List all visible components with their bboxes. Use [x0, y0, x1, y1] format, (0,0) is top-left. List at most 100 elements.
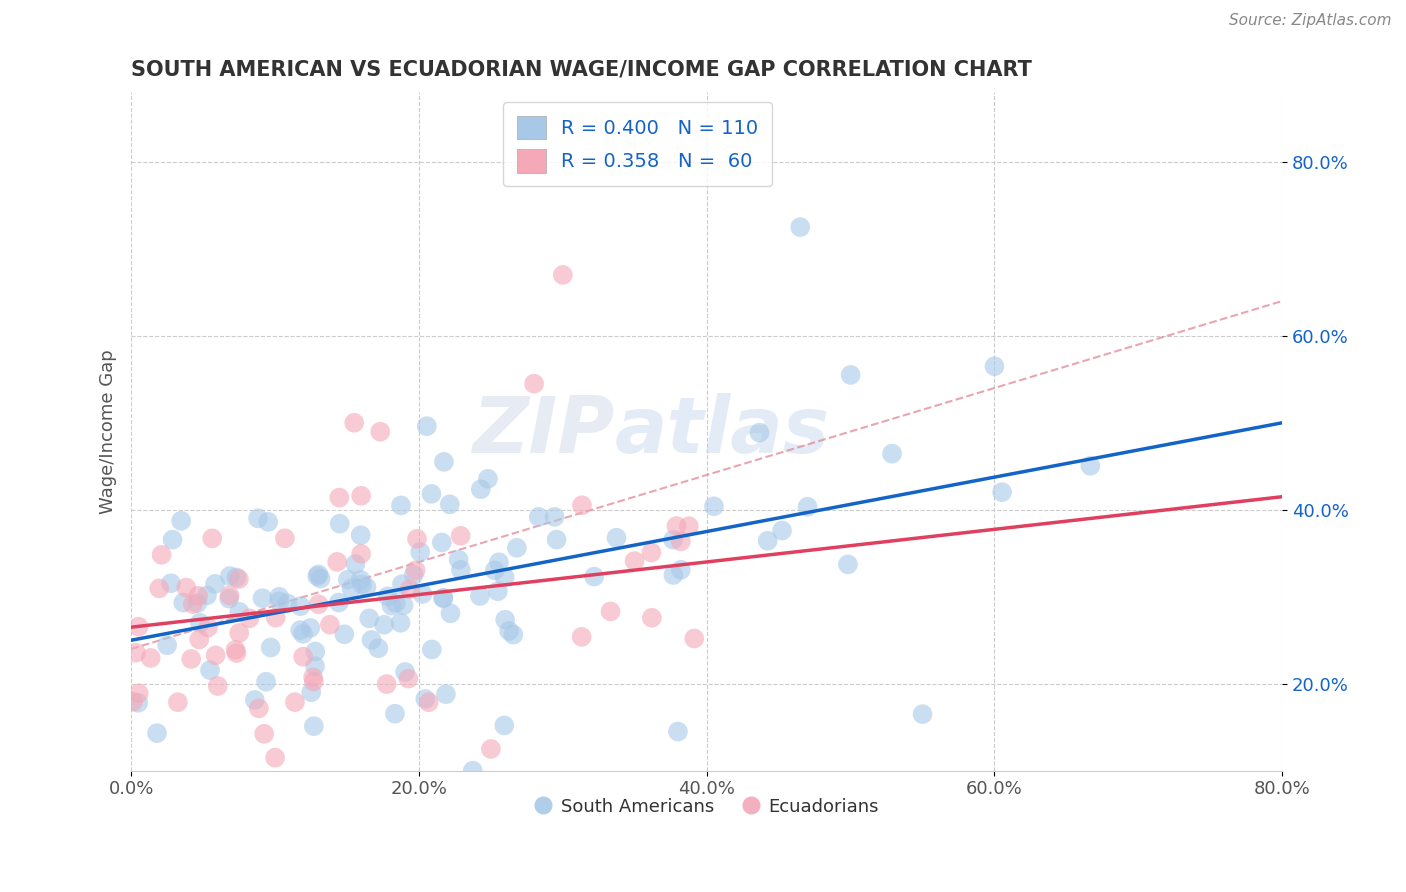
Point: [789, 220, 811, 235]
Point: [384, 596, 406, 610]
Point: [309, 572, 332, 586]
Point: [405, 563, 427, 577]
Point: [304, 644, 326, 658]
Point: [350, 528, 373, 542]
Point: [666, 724, 689, 739]
Point: [308, 597, 330, 611]
Point: [156, 638, 179, 652]
Point: [238, 611, 260, 625]
Point: [302, 719, 325, 733]
Point: [243, 693, 266, 707]
Legend: South Americans, Ecuadorians: South Americans, Ecuadorians: [527, 790, 886, 822]
Point: [328, 491, 350, 505]
Point: [188, 632, 211, 647]
Point: [377, 590, 399, 604]
Point: [359, 611, 381, 625]
Point: [398, 582, 420, 596]
Point: [411, 587, 433, 601]
Point: [683, 632, 706, 646]
Point: [983, 359, 1005, 374]
Point: [678, 519, 700, 533]
Point: [494, 718, 516, 732]
Point: [543, 509, 565, 524]
Point: [292, 627, 315, 641]
Point: [228, 572, 250, 586]
Point: [911, 707, 934, 722]
Point: [340, 582, 363, 596]
Point: [450, 529, 472, 543]
Point: [523, 376, 546, 391]
Point: [450, 563, 472, 577]
Point: [207, 679, 229, 693]
Point: [640, 545, 662, 559]
Point: [252, 591, 274, 606]
Point: [669, 563, 692, 577]
Point: [122, 695, 145, 709]
Point: [224, 642, 246, 657]
Point: [167, 695, 190, 709]
Point: [406, 532, 429, 546]
Point: [375, 677, 398, 691]
Point: [433, 455, 456, 469]
Point: [447, 552, 470, 566]
Point: [228, 626, 250, 640]
Point: [839, 368, 862, 382]
Point: [669, 534, 692, 549]
Point: [187, 589, 209, 603]
Point: [571, 498, 593, 512]
Point: [350, 573, 373, 587]
Point: [409, 545, 432, 559]
Point: [494, 613, 516, 627]
Point: [195, 588, 218, 602]
Point: [350, 547, 373, 561]
Point: [307, 569, 329, 583]
Point: [356, 580, 378, 594]
Point: [257, 515, 280, 529]
Point: [498, 624, 520, 638]
Point: [506, 541, 529, 555]
Point: [269, 590, 291, 604]
Point: [880, 447, 903, 461]
Y-axis label: Wage/Income Gap: Wage/Income Gap: [100, 349, 117, 514]
Point: [228, 605, 250, 619]
Point: [299, 621, 322, 635]
Point: [225, 646, 247, 660]
Point: [583, 569, 606, 583]
Point: [269, 594, 291, 608]
Point: [247, 511, 270, 525]
Point: [367, 641, 389, 656]
Point: [360, 632, 382, 647]
Text: SOUTH AMERICAN VS ECUADORIAN WAGE/INCOME GAP CORRELATION CHART: SOUTH AMERICAN VS ECUADORIAN WAGE/INCOME…: [131, 60, 1032, 79]
Point: [344, 557, 367, 571]
Point: [470, 482, 492, 496]
Point: [204, 577, 226, 591]
Point: [380, 599, 402, 613]
Point: [402, 567, 425, 582]
Point: [605, 531, 627, 545]
Point: [394, 665, 416, 679]
Point: [290, 599, 312, 614]
Point: [416, 419, 439, 434]
Point: [527, 509, 550, 524]
Point: [368, 425, 391, 439]
Point: [146, 726, 169, 740]
Point: [756, 533, 779, 548]
Point: [160, 576, 183, 591]
Point: [392, 599, 415, 613]
Point: [488, 555, 510, 569]
Point: [439, 497, 461, 511]
Point: [218, 569, 240, 583]
Point: [373, 617, 395, 632]
Point: [432, 591, 454, 606]
Point: [486, 584, 509, 599]
Point: [571, 630, 593, 644]
Point: [225, 570, 247, 584]
Point: [319, 617, 342, 632]
Point: [420, 487, 443, 501]
Point: [128, 686, 150, 700]
Point: [186, 596, 208, 610]
Point: [125, 646, 148, 660]
Point: [352, 577, 374, 591]
Point: [274, 531, 297, 545]
Point: [302, 670, 325, 684]
